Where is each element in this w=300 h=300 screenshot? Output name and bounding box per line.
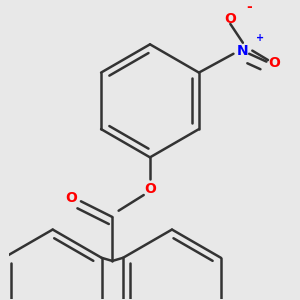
Text: O: O xyxy=(268,56,280,70)
Text: O: O xyxy=(224,12,236,26)
Text: +: + xyxy=(256,33,264,43)
Text: O: O xyxy=(66,191,77,205)
Text: O: O xyxy=(144,182,156,196)
Text: -: - xyxy=(246,0,252,14)
Text: N: N xyxy=(237,44,249,58)
